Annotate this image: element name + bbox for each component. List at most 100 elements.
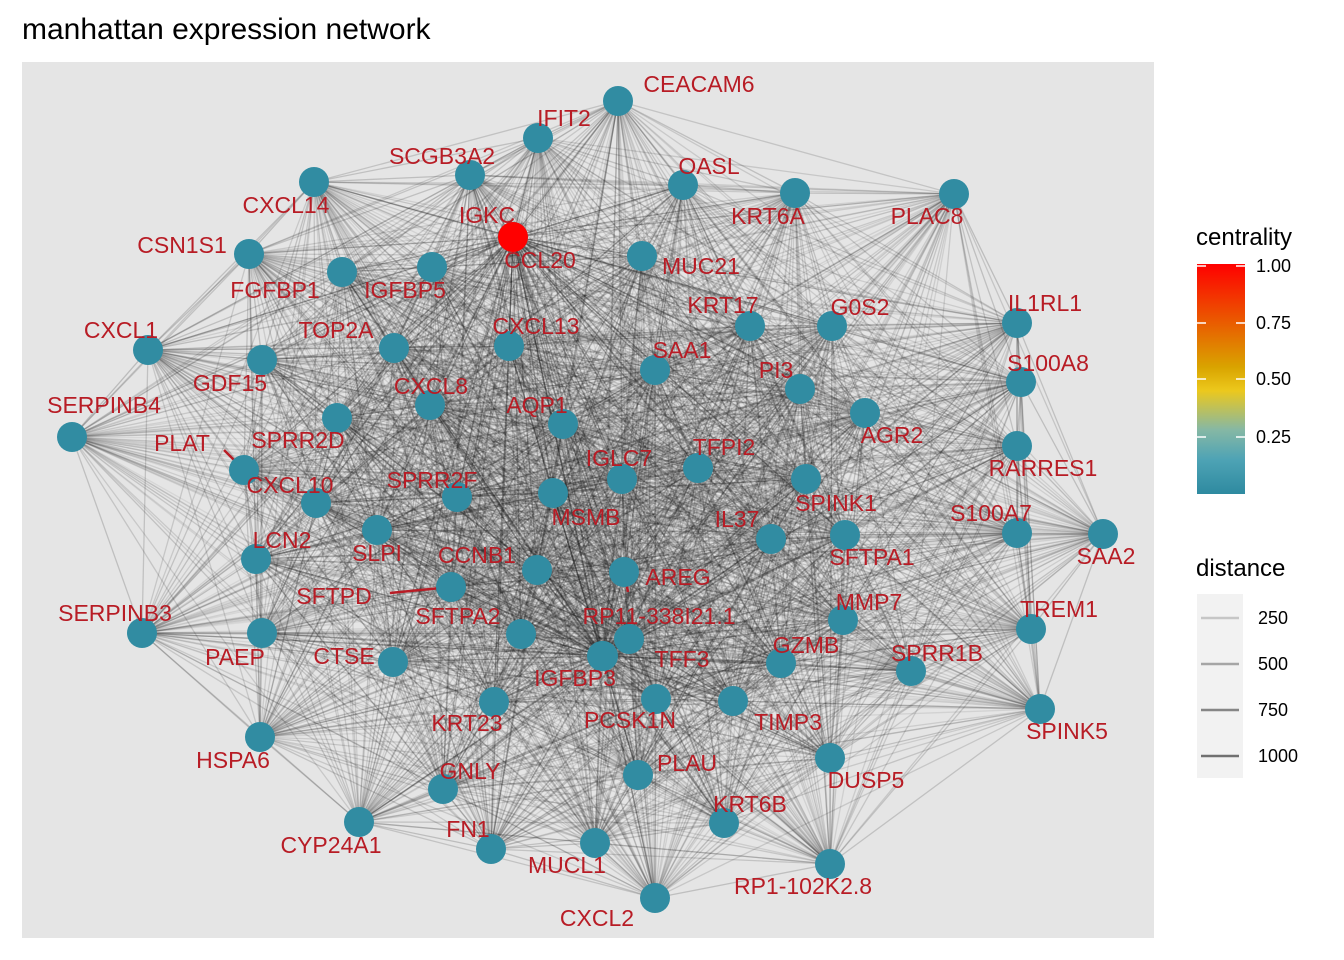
- edge: [552, 492, 772, 540]
- edge: [259, 236, 514, 738]
- edge: [602, 655, 912, 672]
- edge: [336, 417, 656, 899]
- edge: [261, 632, 630, 640]
- node-sftpd: [436, 572, 466, 602]
- node-label-areg: AREG: [645, 564, 710, 590]
- edge: [562, 423, 807, 480]
- centrality-tick-label: 1.00: [1256, 256, 1291, 276]
- edge: [429, 404, 846, 536]
- edge: [617, 100, 630, 640]
- edge: [255, 347, 395, 560]
- edge: [71, 436, 630, 640]
- edge: [493, 445, 1018, 703]
- edge: [770, 325, 833, 540]
- edge: [259, 492, 554, 738]
- edge: [255, 558, 604, 657]
- edge: [637, 628, 1032, 776]
- edge: [831, 325, 912, 672]
- edge: [147, 349, 1022, 383]
- edge: [141, 181, 315, 634]
- edge: [456, 496, 538, 571]
- edge: [259, 417, 338, 738]
- edge: [248, 193, 955, 255]
- edge: [313, 181, 564, 425]
- edge: [512, 236, 912, 672]
- edge: [456, 423, 564, 498]
- edge: [393, 347, 458, 498]
- edge: [358, 478, 807, 823]
- edge: [147, 349, 263, 361]
- edge: [261, 236, 514, 361]
- edge: [805, 478, 1104, 535]
- edge: [654, 369, 1018, 447]
- edge: [261, 359, 1018, 534]
- edge: [261, 533, 1104, 634]
- edge: [562, 423, 1104, 535]
- edge: [315, 502, 452, 588]
- edge: [456, 496, 1032, 630]
- edge: [392, 412, 866, 663]
- edge: [562, 423, 1018, 534]
- edge: [341, 271, 623, 480]
- edge: [842, 619, 1041, 710]
- edge: [429, 322, 1018, 406]
- edge: [313, 181, 630, 640]
- edge: [682, 184, 699, 469]
- edge: [552, 492, 603, 657]
- edge: [255, 558, 495, 703]
- edge: [259, 404, 431, 738]
- edge: [259, 478, 807, 738]
- edge: [749, 325, 1104, 535]
- edge: [392, 638, 630, 663]
- edge: [641, 255, 1032, 630]
- edge: [799, 388, 1041, 710]
- edge: [71, 436, 245, 471]
- edge: [392, 661, 596, 844]
- edge: [315, 502, 782, 664]
- edge: [261, 359, 656, 371]
- edge: [261, 359, 338, 419]
- edge: [520, 633, 831, 865]
- edge: [770, 538, 1041, 710]
- edge: [621, 478, 656, 899]
- edge: [450, 586, 495, 703]
- edge: [450, 586, 912, 672]
- edge: [261, 137, 539, 634]
- edge: [341, 271, 801, 390]
- edge: [536, 569, 831, 865]
- edge: [749, 325, 846, 536]
- edge: [147, 349, 844, 621]
- edge: [780, 662, 831, 759]
- edge: [442, 174, 471, 790]
- edge: [358, 662, 782, 823]
- edge: [336, 417, 538, 571]
- edge: [431, 266, 1032, 630]
- edge: [248, 253, 639, 776]
- edge: [654, 467, 699, 899]
- edge: [393, 347, 1041, 710]
- edge: [562, 388, 801, 425]
- edge: [261, 184, 684, 361]
- edge: [313, 181, 866, 414]
- edge: [71, 436, 317, 504]
- edge: [654, 369, 1018, 534]
- edge: [512, 236, 1018, 324]
- edge: [392, 661, 831, 759]
- edge: [393, 347, 495, 703]
- edge: [243, 469, 639, 776]
- edge: [243, 184, 684, 471]
- edge: [313, 181, 844, 621]
- edge: [315, 502, 912, 672]
- edge: [259, 100, 619, 738]
- edge: [429, 345, 510, 406]
- edge: [336, 417, 1018, 447]
- edge: [261, 502, 317, 634]
- edge: [392, 538, 772, 663]
- edge: [520, 192, 796, 635]
- edge: [562, 423, 699, 469]
- edge: [805, 478, 912, 672]
- edge: [336, 193, 955, 419]
- edge: [429, 404, 630, 640]
- edge: [623, 325, 751, 573]
- edge: [621, 478, 846, 536]
